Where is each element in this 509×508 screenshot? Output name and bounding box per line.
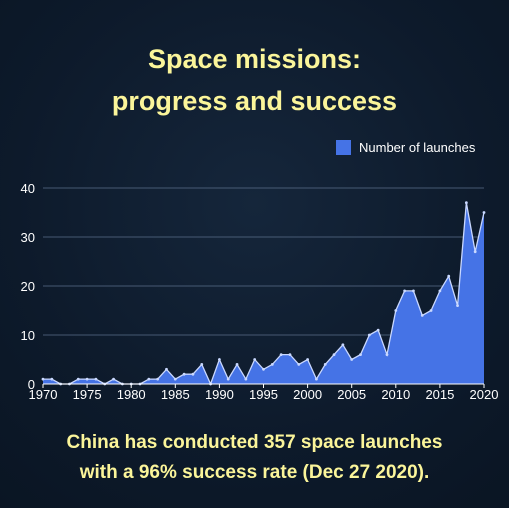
x-tick-label: 2020 bbox=[470, 387, 499, 402]
data-point bbox=[323, 363, 327, 366]
data-point bbox=[226, 377, 230, 381]
y-tick-label: 20 bbox=[21, 279, 35, 294]
data-point bbox=[253, 358, 257, 361]
data-point bbox=[464, 201, 468, 205]
data-point bbox=[182, 372, 186, 376]
legend-swatch bbox=[336, 139, 351, 155]
data-point bbox=[218, 358, 221, 361]
data-point bbox=[85, 377, 89, 381]
data-point bbox=[359, 353, 362, 356]
x-tick-label: 2005 bbox=[337, 387, 366, 402]
data-point bbox=[50, 377, 54, 381]
data-point bbox=[376, 328, 380, 332]
data-point bbox=[447, 274, 451, 278]
chart-title: Space missions: progress and success bbox=[0, 38, 509, 122]
x-tick-label: 1975 bbox=[73, 387, 102, 402]
data-point bbox=[165, 367, 168, 371]
x-tick-label: 2000 bbox=[293, 387, 322, 402]
data-point bbox=[147, 377, 151, 381]
data-point bbox=[191, 372, 195, 376]
area-chart: 0 10 20 30 40 1970 1975 1980 1985 1990 1995 2000 200… bbox=[21, 181, 499, 402]
legend: Number of launches bbox=[336, 138, 475, 156]
data-point bbox=[394, 309, 398, 312]
x-tick-label: 1985 bbox=[161, 387, 190, 402]
data-point bbox=[306, 358, 309, 361]
x-tick-label: 1970 bbox=[29, 387, 58, 402]
x-tick-label: 2010 bbox=[381, 387, 410, 402]
data-point bbox=[456, 304, 459, 307]
data-point bbox=[173, 377, 177, 381]
data-point bbox=[288, 353, 292, 356]
x-tick-label: 1995 bbox=[249, 387, 278, 402]
caption: China has conducted 357 space launches w… bbox=[0, 428, 509, 488]
data-point bbox=[41, 377, 45, 381]
series-area bbox=[43, 202, 484, 384]
data-point bbox=[350, 358, 354, 361]
data-point bbox=[279, 353, 283, 356]
data-point bbox=[262, 367, 265, 371]
data-point bbox=[315, 377, 318, 381]
data-point bbox=[403, 289, 407, 293]
legend-label: Number of launches bbox=[359, 139, 476, 155]
data-point bbox=[270, 363, 274, 366]
data-point bbox=[341, 343, 345, 347]
data-point bbox=[156, 377, 160, 381]
caption-line-1: China has conducted 357 space launches bbox=[66, 432, 443, 453]
y-tick-label: 0 bbox=[28, 377, 35, 392]
data-point bbox=[235, 363, 239, 366]
data-point bbox=[76, 377, 80, 381]
y-tick-label: 30 bbox=[21, 230, 35, 245]
y-tick-label: 10 bbox=[21, 328, 35, 343]
data-point bbox=[429, 309, 433, 312]
data-point bbox=[297, 363, 301, 366]
title-line-1: Space missions: bbox=[147, 44, 362, 74]
x-tick-label: 1980 bbox=[117, 387, 146, 402]
data-point bbox=[94, 377, 98, 381]
data-point bbox=[200, 363, 204, 366]
data-point bbox=[482, 211, 486, 214]
title-line-2: progress and success bbox=[111, 86, 398, 116]
data-point bbox=[332, 353, 336, 356]
data-point bbox=[112, 377, 115, 381]
data-point bbox=[367, 333, 371, 337]
caption-line-2: with a 96% success rate (Dec 27 2020). bbox=[79, 462, 430, 483]
data-point bbox=[244, 377, 248, 381]
x-tick-label: 2015 bbox=[425, 387, 454, 402]
data-point bbox=[385, 353, 389, 356]
data-point bbox=[420, 314, 424, 317]
y-tick-label: 40 bbox=[21, 181, 35, 196]
x-tick-label: 1990 bbox=[205, 387, 234, 402]
data-point bbox=[473, 250, 477, 254]
data-point bbox=[412, 289, 415, 293]
data-point bbox=[438, 289, 442, 293]
